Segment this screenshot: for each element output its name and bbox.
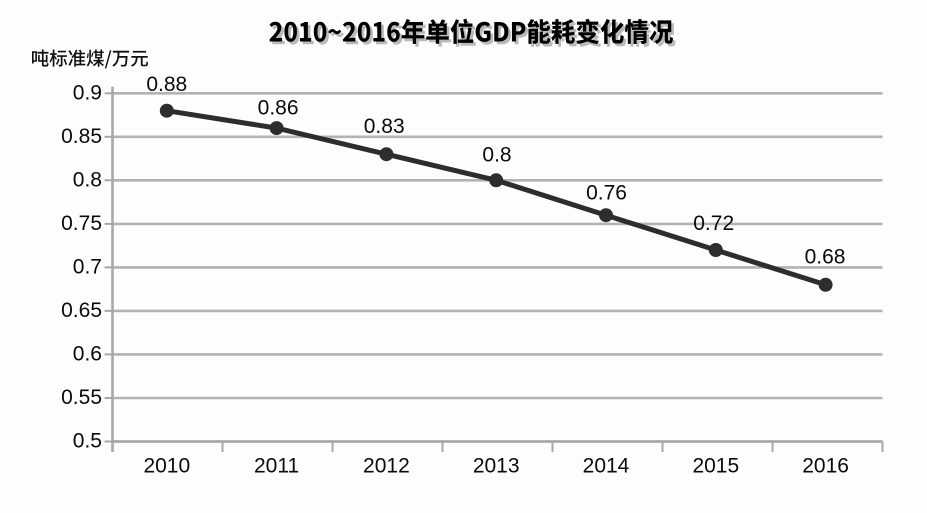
svg-text:2016: 2016	[802, 455, 849, 478]
svg-text:0.7: 0.7	[73, 256, 102, 279]
svg-text:0.76: 0.76	[586, 182, 627, 205]
svg-text:0.72: 0.72	[693, 212, 734, 235]
svg-text:2011: 2011	[254, 455, 299, 478]
svg-text:0.75: 0.75	[61, 212, 102, 235]
svg-text:0.8: 0.8	[73, 169, 102, 192]
svg-text:0.88: 0.88	[146, 73, 187, 96]
svg-text:0.55: 0.55	[61, 386, 102, 409]
svg-text:2010: 2010	[143, 455, 190, 478]
svg-text:0.68: 0.68	[805, 245, 846, 268]
svg-text:2014: 2014	[583, 455, 630, 478]
svg-text:2013: 2013	[473, 455, 520, 478]
svg-text:0.5: 0.5	[73, 430, 102, 453]
svg-text:0.86: 0.86	[258, 97, 299, 120]
svg-text:0.65: 0.65	[61, 299, 102, 322]
svg-text:0.6: 0.6	[73, 343, 102, 366]
svg-text:0.9: 0.9	[73, 82, 102, 105]
svg-text:0.85: 0.85	[61, 125, 102, 148]
svg-text:2015: 2015	[692, 455, 739, 478]
svg-text:0.8: 0.8	[482, 144, 511, 167]
svg-text:2012: 2012	[363, 455, 410, 478]
svg-text:0.83: 0.83	[364, 115, 405, 138]
